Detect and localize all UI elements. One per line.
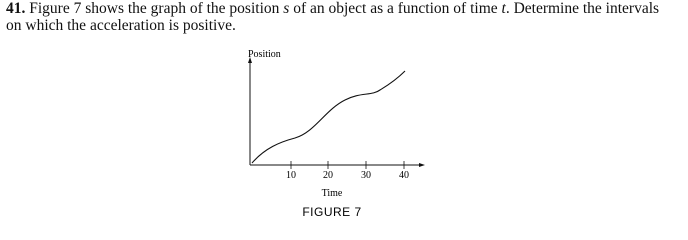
problem-text: of an object as a function of time <box>289 0 502 17</box>
x-ticks: 10 20 30 40 <box>286 161 409 181</box>
problem-number: 41. <box>6 0 26 17</box>
variable: t <box>501 0 506 17</box>
variable: s <box>283 0 290 17</box>
x-tick-label: 10 <box>286 170 296 181</box>
problem-text: . Determine the intervals on which the a… <box>6 0 660 34</box>
page: 41. Figure 7 shows the graph of the posi… <box>6 0 676 219</box>
x-tick-label: 20 <box>323 170 333 181</box>
figure-caption: FIGURE 7 <box>302 205 361 219</box>
x-tick-label: 40 <box>399 170 409 181</box>
figure: Position 10 20 30 40 Time FIGURE 7 <box>248 49 425 219</box>
problem: 41. Figure 7 shows the graph of the posi… <box>6 0 676 34</box>
x-axis-label: Time <box>322 188 343 199</box>
y-axis-label: Position <box>248 49 281 60</box>
x-tick-label: 30 <box>361 170 371 181</box>
problem-text: Figure 7 shows the graph of the position <box>29 0 284 17</box>
position-curve <box>251 70 406 164</box>
